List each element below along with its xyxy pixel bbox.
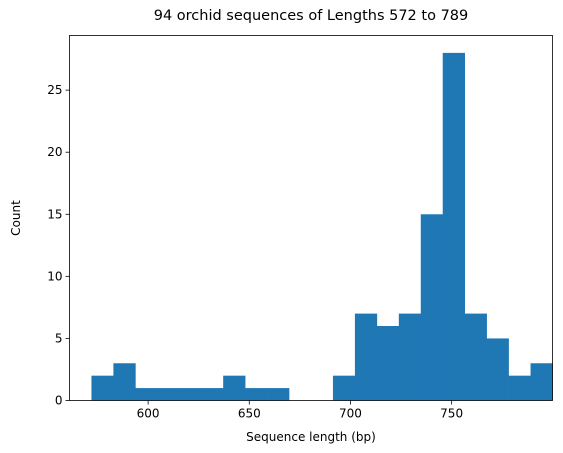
chart-title: 94 orchid sequences of Lengths 572 to 78… — [154, 8, 469, 24]
y-tick-label: 0 — [55, 394, 63, 408]
y-axis: 0 5 10 15 20 25 — [47, 83, 70, 408]
histogram-bar — [157, 388, 180, 401]
histogram-bar — [486, 338, 509, 401]
x-tick-label: 600 — [137, 407, 160, 421]
y-tick-label: 20 — [47, 145, 62, 159]
x-axis-label: Sequence length (bp) — [246, 430, 376, 444]
x-tick-label: 650 — [238, 407, 261, 421]
histogram-bar — [332, 375, 356, 401]
y-tick-label: 5 — [55, 331, 63, 345]
histogram-bar — [91, 375, 114, 401]
histogram-bar — [442, 52, 465, 401]
x-tick-label: 700 — [339, 407, 362, 421]
histogram-bar — [464, 313, 487, 401]
histogram-bar — [113, 363, 136, 401]
x-axis: 600 650 700 750 — [137, 400, 463, 421]
histogram-bar — [376, 326, 400, 401]
histogram-bar — [398, 313, 422, 401]
histogram-bar — [179, 388, 202, 401]
histogram-bar — [245, 388, 268, 401]
x-tick-label: 750 — [440, 407, 463, 421]
histogram-bar — [508, 375, 531, 401]
histogram-bar — [530, 363, 553, 401]
plot-frame — [69, 35, 553, 401]
histogram-bar — [135, 388, 158, 401]
y-tick-label: 15 — [47, 207, 62, 221]
y-axis-label: Count — [9, 200, 23, 236]
histogram-bar — [223, 375, 246, 401]
y-tick-label: 10 — [47, 269, 62, 283]
histogram-bar — [354, 313, 378, 401]
bars-group — [91, 52, 553, 401]
histogram-bar — [201, 388, 224, 401]
y-tick-label: 25 — [47, 83, 62, 97]
histogram-bar — [420, 214, 444, 401]
histogram-bar — [267, 388, 290, 401]
